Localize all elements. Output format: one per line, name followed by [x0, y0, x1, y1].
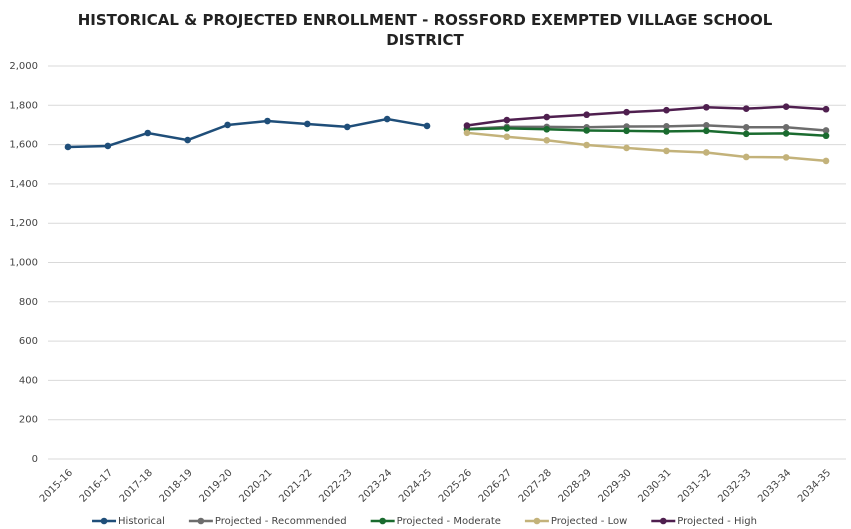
series-marker — [742, 124, 750, 131]
y-tick-label: 200 — [19, 415, 38, 426]
series-marker — [703, 122, 710, 129]
series-line — [67, 117, 428, 149]
series-marker — [583, 127, 590, 134]
y-tick-label: 1,800 — [9, 100, 38, 111]
series-marker — [463, 122, 471, 129]
series-marker — [782, 124, 790, 131]
x-tick-label: 2020-21 — [237, 467, 274, 504]
y-tick-label: 1,000 — [9, 258, 38, 269]
x-tick-label: 2029-30 — [596, 467, 633, 504]
legend-marker — [197, 517, 205, 525]
series-marker — [742, 130, 750, 138]
legend-label: Historical — [118, 516, 165, 527]
series-marker — [822, 132, 830, 140]
series-marker — [663, 128, 670, 135]
x-tick-label: 2031-32 — [676, 467, 713, 504]
series-marker — [144, 129, 152, 137]
legend-marker — [100, 517, 108, 525]
series-marker — [663, 106, 670, 114]
series-line — [466, 127, 827, 138]
x-tick-label: 2032-33 — [716, 467, 753, 504]
series-marker — [822, 157, 830, 165]
legend-label: Projected - Recommended — [215, 516, 347, 527]
x-tick-label: 2028-29 — [557, 467, 594, 504]
legend-marker — [659, 517, 667, 525]
x-tick-label: 2027-28 — [517, 467, 554, 504]
series-marker — [383, 115, 391, 123]
series-marker — [543, 136, 551, 144]
series-marker — [703, 103, 710, 111]
series-marker — [503, 124, 511, 132]
series-marker — [343, 123, 351, 131]
x-tick-label: 2026-27 — [477, 467, 514, 504]
x-tick-label: 2018-19 — [158, 467, 195, 504]
series-marker — [703, 127, 710, 135]
y-tick-label: 1,200 — [9, 218, 38, 229]
series-marker — [64, 143, 72, 151]
series-marker — [782, 130, 790, 137]
series-marker — [742, 105, 750, 112]
y-tick-label: 600 — [19, 336, 38, 347]
series-marker — [623, 108, 630, 116]
series-marker — [623, 144, 630, 152]
x-tick-label: 2023-24 — [357, 467, 394, 504]
series-marker — [822, 105, 830, 113]
series-marker — [264, 117, 271, 125]
legend-label: Projected - High — [677, 516, 757, 527]
series-marker — [543, 113, 551, 121]
series-marker — [224, 121, 231, 129]
series-marker — [503, 133, 511, 141]
x-tick-label: 2030-31 — [636, 467, 673, 504]
y-tick-label: 400 — [19, 375, 38, 386]
y-tick-label: 0 — [32, 454, 38, 465]
series-marker — [663, 147, 670, 155]
series-marker — [663, 123, 670, 130]
legend-label: Projected - Moderate — [397, 516, 501, 527]
series-marker — [782, 154, 790, 161]
legend-marker — [379, 517, 386, 525]
x-tick-label: 2019-20 — [197, 467, 234, 504]
series-marker — [543, 125, 551, 133]
chart-title: HISTORICAL & PROJECTED ENROLLMENT - ROSS… — [77, 11, 773, 49]
series-marker — [104, 142, 112, 150]
series-marker — [423, 122, 431, 130]
x-tick-label: 2034-35 — [796, 467, 833, 504]
series-marker — [583, 141, 590, 149]
series-line — [466, 105, 827, 127]
series-marker — [623, 127, 630, 135]
series-marker — [782, 103, 790, 110]
x-tick-label: 2022-23 — [317, 467, 354, 504]
series-marker — [583, 111, 590, 119]
legend-label: Projected - Low — [551, 516, 627, 527]
x-tick-label: 2017-18 — [118, 467, 155, 504]
x-tick-label: 2025-26 — [437, 467, 474, 504]
x-tick-label: 2024-25 — [397, 467, 434, 504]
x-tick-label: 2015-16 — [38, 467, 75, 504]
series-marker — [822, 127, 830, 134]
x-tick-label: 2033-34 — [756, 467, 793, 504]
series-marker — [703, 149, 710, 156]
y-tick-label: 2,000 — [9, 61, 38, 72]
legend-marker — [533, 517, 541, 525]
series-marker — [742, 153, 750, 161]
series-marker — [184, 136, 191, 144]
series-marker — [503, 116, 511, 124]
x-tick-label: 2021-22 — [277, 467, 314, 504]
x-tick-label: 2016-17 — [78, 467, 115, 504]
series-marker — [463, 129, 471, 137]
y-tick-label: 1,400 — [9, 179, 38, 190]
y-tick-label: 800 — [19, 297, 38, 308]
series-line — [466, 131, 827, 163]
series-line — [466, 124, 827, 132]
y-tick-label: 1,600 — [9, 140, 38, 151]
series-marker — [304, 120, 311, 128]
